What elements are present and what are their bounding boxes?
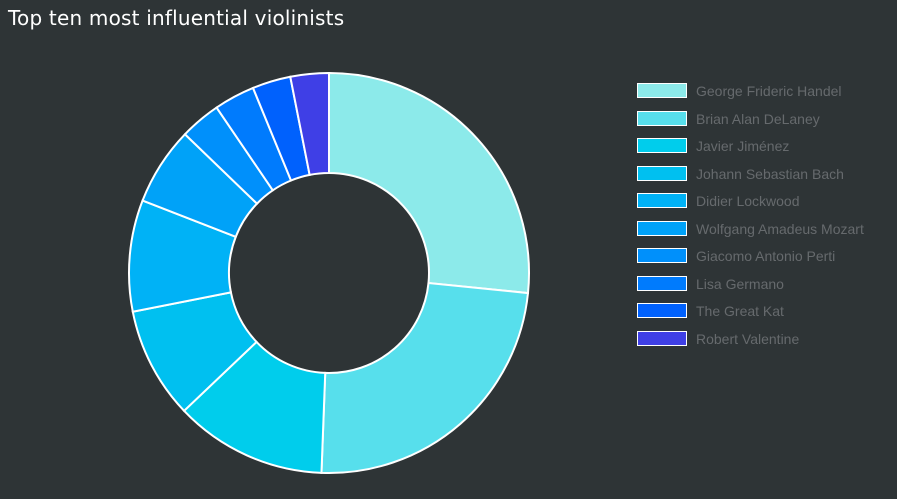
legend-label: Wolfgang Amadeus Mozart bbox=[696, 220, 864, 237]
slice-george-frideric-handel[interactable] bbox=[328, 71, 530, 295]
legend-swatch bbox=[637, 248, 687, 263]
legend-item[interactable]: Didier Lockwood bbox=[637, 192, 864, 220]
legend-item[interactable]: Lisa Germano bbox=[637, 275, 864, 303]
chart-legend: George Frideric Handel Brian Alan DeLaney… bbox=[637, 82, 864, 357]
legend-label: George Frideric Handel bbox=[696, 83, 842, 99]
chart-title: Top ten most influential violinists bbox=[8, 6, 345, 30]
legend-swatch bbox=[637, 220, 687, 236]
legend-swatch bbox=[637, 110, 687, 126]
legend-item[interactable]: The Great Kat bbox=[637, 302, 864, 330]
legend-label: The Great Kat bbox=[696, 303, 784, 319]
legend-item[interactable]: Javier Jiménez bbox=[637, 137, 864, 165]
legend-swatch bbox=[637, 330, 687, 346]
legend-item[interactable]: Johann Sebastian Bach bbox=[637, 165, 864, 193]
legend-swatch bbox=[637, 275, 687, 291]
slice-brian-alan-delaney[interactable] bbox=[320, 281, 530, 474]
legend-swatch bbox=[637, 83, 687, 98]
legend-label: Lisa Germano bbox=[696, 275, 784, 292]
legend-item[interactable]: George Frideric Handel bbox=[637, 82, 864, 110]
legend-label: Didier Lockwood bbox=[696, 193, 800, 209]
legend-swatch bbox=[637, 193, 687, 208]
legend-label: Giacomo Antonio Perti bbox=[696, 248, 836, 264]
legend-label: Robert Valentine bbox=[696, 330, 800, 347]
legend-swatch bbox=[637, 165, 687, 181]
legend-label: Brian Alan DeLaney bbox=[696, 110, 820, 127]
legend-swatch bbox=[637, 138, 687, 153]
legend-item[interactable]: Wolfgang Amadeus Mozart bbox=[637, 220, 864, 248]
legend-item[interactable]: Robert Valentine bbox=[637, 330, 864, 358]
legend-item[interactable]: Brian Alan DeLaney bbox=[637, 110, 864, 138]
legend-label: Johann Sebastian Bach bbox=[696, 165, 844, 182]
doughnut-slices bbox=[128, 71, 530, 474]
slice-robert-valentine[interactable] bbox=[289, 71, 330, 177]
legend-label: Javier Jiménez bbox=[696, 138, 790, 154]
legend-swatch bbox=[637, 303, 687, 318]
legend-item[interactable]: Giacomo Antonio Perti bbox=[637, 247, 864, 275]
